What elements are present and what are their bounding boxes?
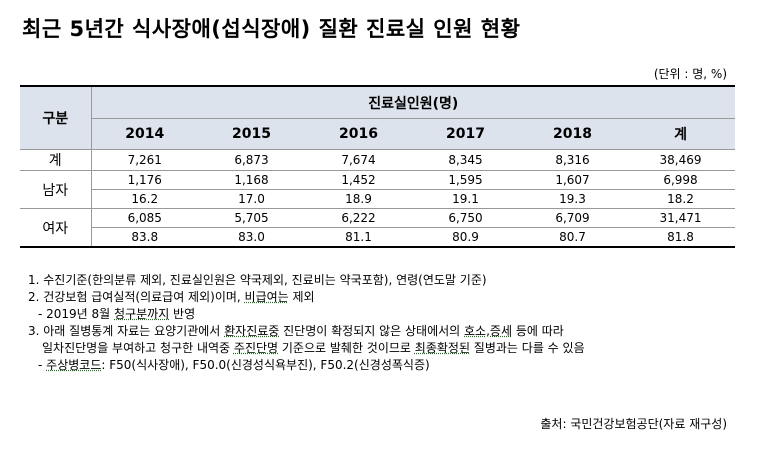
row-group-label: 계 bbox=[20, 149, 92, 171]
table-cell: 8,316 bbox=[519, 149, 626, 171]
footnote-text: 환자진료중 bbox=[224, 324, 280, 338]
table-cell: 16.2 bbox=[91, 189, 198, 209]
row-group-label: 여자 bbox=[20, 208, 92, 247]
stats-table: 구분 진료실인원(명) 2014 2015 2016 2017 2018 계 계… bbox=[20, 85, 736, 248]
table-cell: 38,469 bbox=[626, 149, 736, 171]
table-cell: 19.1 bbox=[412, 189, 519, 209]
table-cell: 6,085 bbox=[91, 208, 198, 228]
table-cell: 1,176 bbox=[91, 170, 198, 190]
footnote-4: - 주상병코드: F50(식사장애), F50.0(신경성식욕부진), F50.… bbox=[28, 357, 738, 374]
table-cell: 6,873 bbox=[198, 149, 305, 171]
table-cell: 6,750 bbox=[412, 208, 519, 228]
column-header: 2017 bbox=[412, 118, 519, 150]
footnote-text: 일차진단명을 부여하고 청구한 내역중 bbox=[42, 341, 234, 355]
table-cell: 81.8 bbox=[626, 227, 736, 247]
column-header: 2016 bbox=[305, 118, 412, 150]
footnote-text: 청구분까지 bbox=[114, 307, 170, 321]
table-cell: 80.9 bbox=[412, 227, 519, 247]
table-row: 16.2 17.0 18.9 19.1 19.3 18.2 bbox=[20, 189, 736, 209]
table-row: 여자 6,085 5,705 6,222 6,750 6,709 31,471 bbox=[20, 208, 736, 247]
footnote-3: 3. 아래 질병통계 자료는 요양기관에서 환자진료중 진단명이 확정되지 않은… bbox=[28, 323, 738, 340]
table-cell: 1,595 bbox=[412, 170, 519, 190]
footnote-text: 2. 건강보험 급여실적(의료급여 제외)이며, bbox=[28, 290, 245, 304]
footnote-text: 진단명이 확정되지 않은 상태에서의 bbox=[279, 324, 465, 338]
table-cell: 7,261 bbox=[91, 149, 198, 171]
table-cell: 17.0 bbox=[198, 189, 305, 209]
footnote-text: - 2019년 8월 bbox=[38, 307, 115, 321]
column-header: 계 bbox=[626, 118, 736, 150]
header-span: 진료실인원(명) bbox=[91, 86, 736, 119]
table-cell: 7,674 bbox=[305, 149, 412, 171]
footnote-text: 3. 아래 질병통계 자료는 요양기관에서 bbox=[28, 324, 225, 338]
table-cell: 83.8 bbox=[91, 227, 198, 247]
footnote-text: 등에 따라 bbox=[512, 324, 564, 338]
table-row: 남자 1,176 1,168 1,452 1,595 1,607 6,998 bbox=[20, 170, 736, 209]
table-cell: 6,709 bbox=[519, 208, 626, 228]
table-cell: 1,607 bbox=[519, 170, 626, 190]
footnote-text: 주진단명 bbox=[233, 341, 279, 355]
table-row: 83.8 83.0 81.1 80.9 80.7 81.8 bbox=[20, 227, 736, 247]
table-cell: 6,998 bbox=[626, 170, 736, 190]
unit-label: (단위 : 명, %) bbox=[653, 67, 727, 81]
footnote-text: 호소,증세 bbox=[464, 324, 512, 338]
table-cell: 19.3 bbox=[519, 189, 626, 209]
column-header: 2015 bbox=[198, 118, 305, 150]
table-cell: 80.7 bbox=[519, 227, 626, 247]
table-row: 계 7,261 6,873 7,674 8,345 8,316 38,469 bbox=[20, 149, 736, 171]
table-cell: 1,452 bbox=[305, 170, 412, 190]
footnote-text: 비급여는 bbox=[244, 290, 289, 304]
table-cell: 8,345 bbox=[412, 149, 519, 171]
table-cell: 18.9 bbox=[305, 189, 412, 209]
table-cell: 1,168 bbox=[198, 170, 305, 190]
header-corner: 구분 bbox=[20, 86, 92, 150]
table-cell: 31,471 bbox=[626, 208, 736, 228]
row-group-label: 남자 bbox=[20, 170, 92, 209]
source-credit: 출처: 국민건강보험공단(자료 재구성) bbox=[540, 417, 727, 431]
footnote-text: 반영 bbox=[169, 307, 196, 321]
table-cell: 81.1 bbox=[305, 227, 412, 247]
table-cell: 5,705 bbox=[198, 208, 305, 228]
footnote-text: 기준으로 발췌한 것이므로 bbox=[278, 341, 415, 355]
column-header: 2018 bbox=[519, 118, 626, 150]
footnotes: 1. 수진기준(한의분류 제외, 진료실인원은 약국제외, 진료비는 약국포함)… bbox=[28, 272, 738, 374]
column-header: 2014 bbox=[91, 118, 198, 150]
footnote-text: 주상병코드 bbox=[46, 358, 102, 372]
footnote-2-sub: - 2019년 8월 청구분까지 반영 bbox=[28, 306, 738, 323]
table-cell: 18.2 bbox=[626, 189, 736, 209]
table-cell: 6,222 bbox=[305, 208, 412, 228]
footnote-text: 제외 bbox=[288, 290, 315, 304]
footnote-3-cont: 일차진단명을 부여하고 청구한 내역중 주진단명 기준으로 발췌한 것이므로 최… bbox=[28, 340, 738, 357]
footnote-text: 질병과는 다를 수 있음 bbox=[469, 341, 585, 355]
footnote-1: 1. 수진기준(한의분류 제외, 진료실인원은 약국제외, 진료비는 약국포함)… bbox=[28, 273, 487, 287]
table-cell: 83.0 bbox=[198, 227, 305, 247]
footnote-text: - bbox=[38, 358, 47, 372]
footnote-text: 최종확정된 bbox=[414, 341, 470, 355]
footnote-2: 2. 건강보험 급여실적(의료급여 제외)이며, 비급여는 제외 bbox=[28, 289, 738, 306]
footnote-text: : F50(식사장애), F50.0(신경성식욕부진), F50.2(신경성폭식… bbox=[101, 358, 430, 372]
page-title: 최근 5년간 식사장애(섭식장애) 질환 진료실 인원 현황 bbox=[22, 17, 521, 41]
